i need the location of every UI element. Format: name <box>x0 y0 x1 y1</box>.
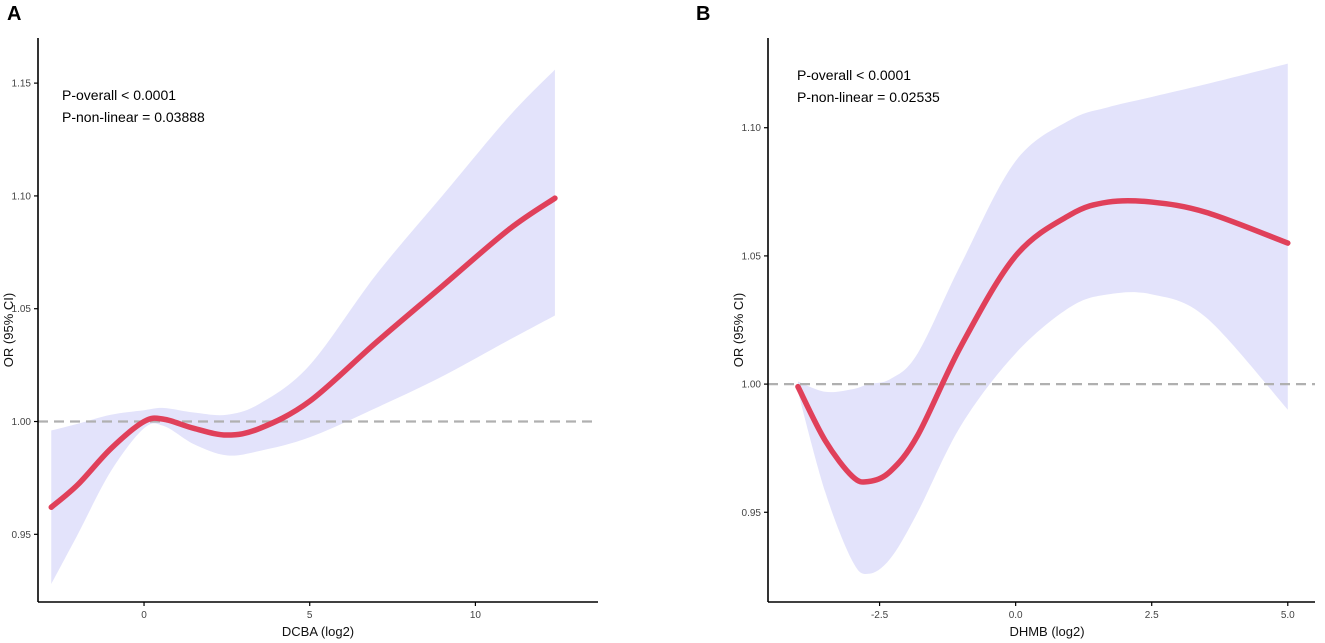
y-tick-label: 1.15 <box>12 79 32 90</box>
panel-letter-b: B <box>696 3 710 25</box>
plot-panel-b: 0.95 1.00 1.05 1.10 -2.5 0.0 2.5 5.0 P-overall… <box>731 38 1315 639</box>
y-tick-label: 1.10 <box>742 123 762 134</box>
y-tick-label: 1.10 <box>12 191 32 202</box>
x-tick-label: 0 <box>141 610 147 621</box>
panel-letter-a: A <box>7 3 21 25</box>
y-axis-title: OR (95% CI) <box>1 293 16 367</box>
x-tick-label: 2.5 <box>1145 610 1159 621</box>
x-axis: 0 5 10 <box>38 601 598 621</box>
x-tick-label: 5.0 <box>1281 610 1295 621</box>
confidence-band <box>797 63 1288 574</box>
y-tick-label: 0.95 <box>742 508 762 519</box>
x-tick-label: 0.0 <box>1009 610 1023 621</box>
y-axis: 0.95 1.00 1.05 1.10 <box>742 38 769 602</box>
y-tick-label: 1.00 <box>12 417 32 428</box>
x-tick-label: 10 <box>470 610 482 621</box>
annotation-p-non-linear: P-non-linear = 0.02535 <box>797 89 940 105</box>
annotation-p-overall: P-overall < 0.0001 <box>62 87 176 103</box>
y-tick-label: 1.00 <box>742 380 762 391</box>
y-axis-title: OR (95% CI) <box>731 293 746 367</box>
annotation-p-overall: P-overall < 0.0001 <box>797 67 911 83</box>
x-tick-label: 5 <box>307 610 313 621</box>
or-curve <box>48 195 558 510</box>
y-axis: 0.95 1.00 1.05 1.10 1.15 <box>12 38 39 602</box>
or-curve <box>795 197 1291 485</box>
x-axis-title: DCBA (log2) <box>282 624 354 639</box>
plot-panel-a: 0.95 1.00 1.05 1.10 1.15 0 5 10 P-overall < 0.… <box>1 38 598 639</box>
y-tick-label: 1.05 <box>742 251 762 262</box>
x-axis-title: DHMB (log2) <box>1009 624 1084 639</box>
annotation-p-non-linear: P-non-linear = 0.03888 <box>62 109 205 125</box>
y-tick-label: 1.05 <box>12 304 32 315</box>
x-tick-label: -2.5 <box>871 610 889 621</box>
confidence-band <box>51 69 555 584</box>
y-tick-label: 0.95 <box>12 530 32 541</box>
x-axis: -2.5 0.0 2.5 5.0 <box>768 601 1315 621</box>
